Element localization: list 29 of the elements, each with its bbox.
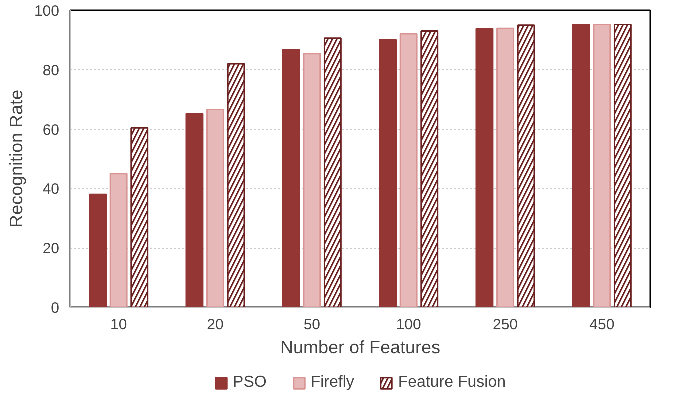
y-tick-label: 20 bbox=[42, 240, 60, 258]
x-tick-label: 100 bbox=[396, 316, 422, 334]
bar bbox=[186, 113, 204, 308]
bar bbox=[89, 194, 108, 308]
legend-label: Firefly bbox=[310, 374, 354, 392]
bar bbox=[476, 28, 494, 308]
x-tick-label: 250 bbox=[492, 316, 518, 334]
x-tick-label: 50 bbox=[304, 316, 321, 334]
legend-label: PSO bbox=[233, 374, 267, 392]
y-tick-label: 80 bbox=[42, 62, 60, 80]
x-tick-label: 20 bbox=[207, 316, 224, 334]
bar bbox=[282, 48, 300, 308]
x-axis-title: Number of Features bbox=[280, 338, 441, 358]
bar bbox=[379, 39, 398, 308]
y-tick-label: 0 bbox=[51, 300, 60, 317]
x-tick-label: 10 bbox=[110, 316, 128, 334]
y-tick-label: 100 bbox=[34, 3, 60, 20]
y-tick-label: 40 bbox=[42, 181, 60, 198]
bar bbox=[593, 24, 612, 308]
bar bbox=[303, 53, 322, 308]
legend-label: Feature Fusion bbox=[398, 374, 506, 392]
bar bbox=[572, 24, 590, 308]
bar bbox=[110, 173, 128, 308]
bar bbox=[206, 108, 224, 308]
bar bbox=[400, 33, 418, 308]
y-axis-title: Recognition Rate bbox=[6, 90, 26, 228]
y-tick-label: 60 bbox=[42, 122, 60, 139]
bar bbox=[496, 28, 514, 308]
x-tick-label: 450 bbox=[590, 316, 615, 334]
